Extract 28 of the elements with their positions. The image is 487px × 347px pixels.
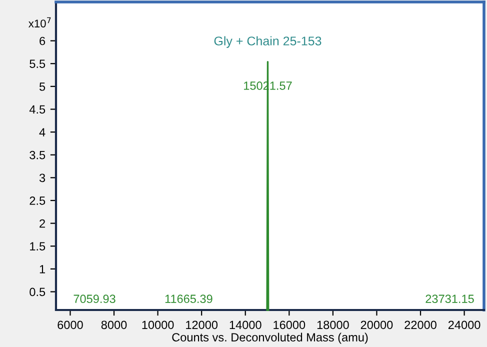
y-tick-label: 3.5 <box>30 150 46 160</box>
x-tick-label: 6000 <box>58 320 83 330</box>
annotation: 23731.15 <box>426 294 474 304</box>
x-axis-title: Counts vs. Deconvoluted Mass (amu) <box>172 332 368 344</box>
x-tick-label: 18000 <box>317 320 349 330</box>
x-tick-label: 24000 <box>448 320 480 330</box>
x-tick-label: 12000 <box>186 320 218 330</box>
y-tick-label: 2.5 <box>30 196 46 205</box>
y-tick-label: 4.5 <box>29 105 46 114</box>
y-tick-label: 3 <box>39 174 46 182</box>
y-tick-label: 1.5 <box>30 242 46 251</box>
annotation: 11665.39 <box>165 294 212 304</box>
y-tick-label: 2 <box>40 219 45 228</box>
x-tick-label: 10000 <box>142 320 174 330</box>
annotation: 7059.93 <box>74 294 116 304</box>
x-tick-label: 16000 <box>274 320 306 330</box>
x-tick-label: 8000 <box>101 320 127 330</box>
x-tick-label: 20000 <box>360 320 393 330</box>
y-tick-label: 6 <box>40 36 46 46</box>
text: x10$^{7}$ <box>28 17 51 28</box>
y-tick-label: 5 <box>39 82 46 91</box>
y-tick-label: 4 <box>39 128 46 136</box>
y-tick-label: 5.5 <box>30 60 46 68</box>
x-tick-label: 14000 <box>230 320 262 330</box>
annotation: Gly + Chain 25-153 <box>214 36 322 48</box>
x-tick-label: 22000 <box>404 320 436 330</box>
y-tick-label: 1 <box>40 265 46 274</box>
y-tick-label: 0.5 <box>30 288 46 296</box>
